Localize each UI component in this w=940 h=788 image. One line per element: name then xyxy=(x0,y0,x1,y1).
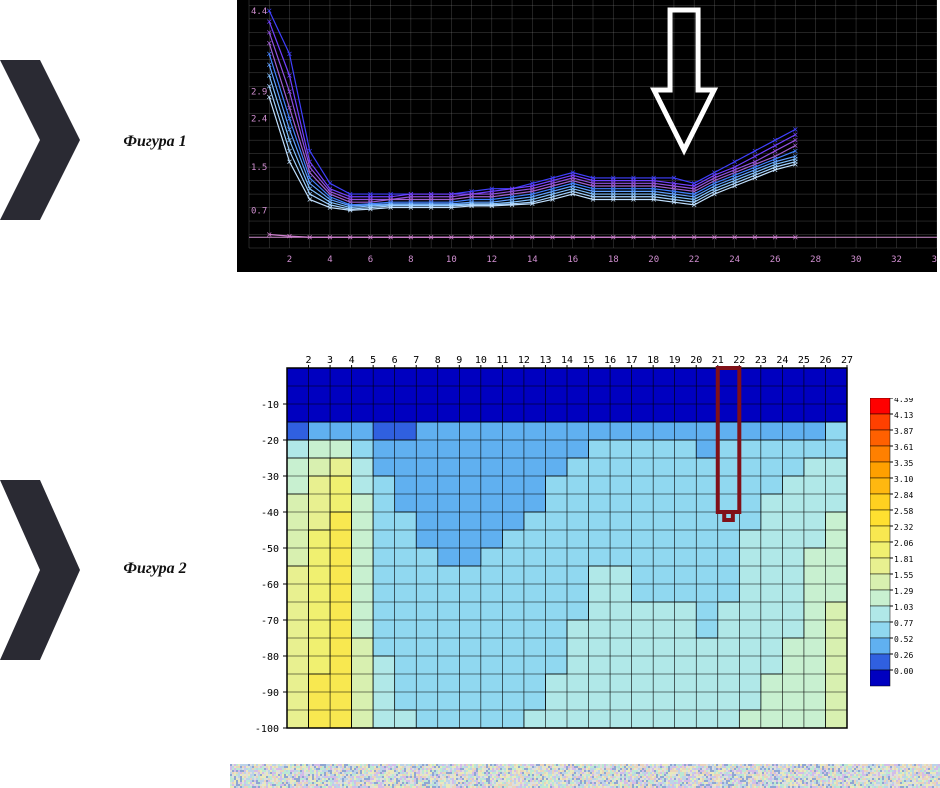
svg-text:27: 27 xyxy=(841,355,853,366)
svg-text:1.29: 1.29 xyxy=(894,587,913,596)
svg-text:0.26: 0.26 xyxy=(894,651,913,660)
svg-text:20: 20 xyxy=(690,355,702,366)
svg-text:4.39: 4.39 xyxy=(894,398,913,404)
svg-text:2.32: 2.32 xyxy=(894,523,913,532)
decorative-pointer-1 xyxy=(0,60,80,220)
svg-text:-80: -80 xyxy=(261,652,279,663)
svg-text:17: 17 xyxy=(626,355,638,366)
figure1-label: Фигура 1 xyxy=(95,133,215,151)
svg-text:34: 34 xyxy=(932,255,937,265)
svg-text:-100: -100 xyxy=(255,724,279,735)
svg-text:3.61: 3.61 xyxy=(894,443,913,452)
svg-text:4: 4 xyxy=(327,255,332,265)
svg-text:12: 12 xyxy=(486,255,497,265)
svg-text:30: 30 xyxy=(851,255,862,265)
svg-text:2.84: 2.84 xyxy=(894,491,913,500)
figure1-chart: 2468101214161820222426283032340.71.52.42… xyxy=(237,0,937,272)
svg-text:2.58: 2.58 xyxy=(894,507,913,516)
svg-text:24: 24 xyxy=(776,355,788,366)
figure2-chart: 2345678910111213141516171819202122232425… xyxy=(237,348,857,738)
figure2-legend: 4.39 4.13 3.87 3.61 3.35 3.10 2.84 2.58 2.32 2.06… xyxy=(870,398,910,738)
svg-text:6: 6 xyxy=(368,255,373,265)
svg-text:6: 6 xyxy=(392,355,398,366)
svg-text:23: 23 xyxy=(755,355,767,366)
svg-text:-40: -40 xyxy=(261,508,279,519)
svg-text:1.03: 1.03 xyxy=(894,603,913,612)
svg-text:-90: -90 xyxy=(261,688,279,699)
svg-text:3.87: 3.87 xyxy=(894,427,913,436)
svg-text:22: 22 xyxy=(733,355,745,366)
decorative-pointer-2 xyxy=(0,480,80,660)
svg-text:4: 4 xyxy=(349,355,355,366)
svg-text:19: 19 xyxy=(669,355,681,366)
svg-text:2: 2 xyxy=(306,355,312,366)
svg-text:2.4: 2.4 xyxy=(251,115,267,125)
svg-text:1.81: 1.81 xyxy=(894,555,913,564)
svg-text:3.10: 3.10 xyxy=(894,475,913,484)
svg-text:-70: -70 xyxy=(261,616,279,627)
svg-text:0.7: 0.7 xyxy=(251,206,267,216)
svg-text:21: 21 xyxy=(712,355,724,366)
svg-text:10: 10 xyxy=(446,255,457,265)
svg-text:11: 11 xyxy=(496,355,508,366)
svg-text:-50: -50 xyxy=(261,544,279,555)
svg-text:3.35: 3.35 xyxy=(894,459,913,468)
svg-text:0.00: 0.00 xyxy=(894,667,913,676)
svg-text:8: 8 xyxy=(435,355,441,366)
svg-text:32: 32 xyxy=(891,255,902,265)
svg-text:24: 24 xyxy=(729,255,740,265)
svg-text:18: 18 xyxy=(647,355,659,366)
svg-text:18: 18 xyxy=(608,255,619,265)
svg-text:14: 14 xyxy=(561,355,573,366)
svg-text:28: 28 xyxy=(810,255,821,265)
decorative-noise-bar xyxy=(230,764,940,788)
svg-text:2: 2 xyxy=(287,255,292,265)
svg-text:12: 12 xyxy=(518,355,530,366)
svg-text:15: 15 xyxy=(583,355,595,366)
svg-text:-20: -20 xyxy=(261,436,279,447)
svg-text:20: 20 xyxy=(648,255,659,265)
svg-text:0.52: 0.52 xyxy=(894,635,913,644)
svg-text:1.55: 1.55 xyxy=(894,571,913,580)
svg-text:16: 16 xyxy=(567,255,578,265)
svg-text:26: 26 xyxy=(770,255,781,265)
svg-text:2.06: 2.06 xyxy=(894,539,913,548)
svg-text:-60: -60 xyxy=(261,580,279,591)
svg-text:8: 8 xyxy=(408,255,413,265)
svg-text:0.77: 0.77 xyxy=(894,619,913,628)
svg-text:2.9: 2.9 xyxy=(251,88,267,98)
svg-text:4.4: 4.4 xyxy=(251,7,267,17)
svg-text:16: 16 xyxy=(604,355,616,366)
svg-text:1.5: 1.5 xyxy=(251,163,267,173)
svg-text:7: 7 xyxy=(413,355,419,366)
svg-text:22: 22 xyxy=(689,255,700,265)
svg-text:-30: -30 xyxy=(261,472,279,483)
svg-text:10: 10 xyxy=(475,355,487,366)
svg-text:26: 26 xyxy=(819,355,831,366)
figure2-label: Фигура 2 xyxy=(95,560,215,578)
svg-text:4.13: 4.13 xyxy=(894,411,913,420)
svg-text:5: 5 xyxy=(370,355,376,366)
svg-text:13: 13 xyxy=(539,355,551,366)
svg-text:14: 14 xyxy=(527,255,538,265)
svg-text:9: 9 xyxy=(456,355,462,366)
svg-text:25: 25 xyxy=(798,355,810,366)
svg-text:3: 3 xyxy=(327,355,333,366)
svg-text:-10: -10 xyxy=(261,400,279,411)
